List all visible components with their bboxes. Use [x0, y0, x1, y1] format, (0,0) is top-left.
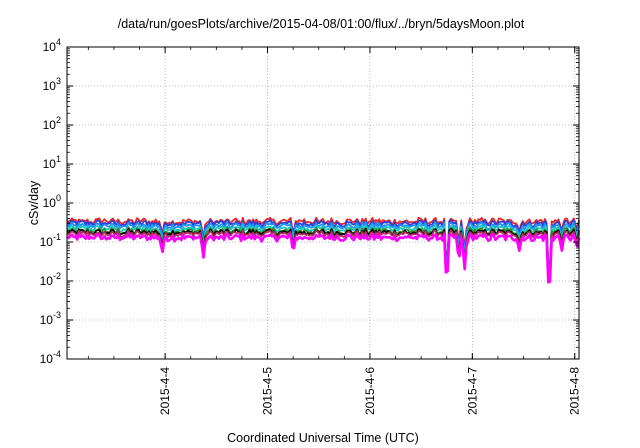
x-tick-label: 2015-4-4: [158, 367, 172, 415]
y-tick-label: 102: [43, 115, 61, 132]
y-tick-label: 103: [43, 76, 61, 93]
y-tick-label: 100: [43, 193, 61, 210]
series-line: [66, 219, 580, 268]
y-axis: 10-4 10-3 10-2 10-1 100 101 102 103 104: [40, 37, 579, 366]
x-tick-label: 2015-4-8: [568, 367, 582, 415]
y-tick-label: 10-4: [40, 349, 61, 366]
series-line: [66, 229, 580, 279]
y-tick-label: 10-3: [40, 310, 61, 327]
series-line: [66, 216, 580, 265]
y-tick-label: 101: [43, 154, 61, 171]
y-axis-label: cSv/day: [27, 180, 41, 225]
y-tick-label: 10-1: [40, 232, 61, 249]
y-tick-label: 104: [43, 37, 61, 54]
series-group: [66, 216, 581, 284]
x-tick-label: 2015-4-7: [465, 367, 479, 415]
series-line: [66, 232, 581, 284]
series-line: [66, 221, 580, 270]
series-line: [66, 223, 580, 273]
x-axis: 2015-4-4 2015-4-5 2015-4-6 2015-4-7 2015-4-8: [87, 47, 582, 415]
grid: [67, 46, 579, 360]
x-tick-label: 2015-4-5: [261, 367, 275, 415]
chart-title: /data/run/goesPlots/archive/2015-04-08/0…: [118, 17, 525, 31]
y-tick-label: 10-2: [40, 271, 61, 288]
x-axis-label: Coordinated Universal Time (UTC): [227, 431, 419, 445]
x-tick-label: 2015-4-6: [363, 367, 377, 415]
